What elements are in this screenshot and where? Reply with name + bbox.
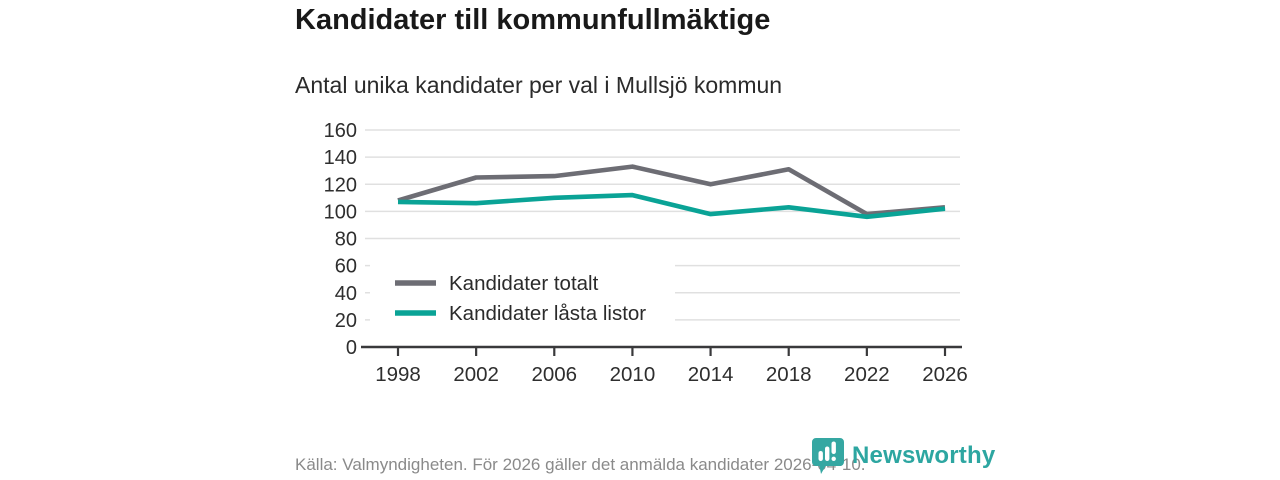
series-line-1 — [397, 192, 946, 220]
y-tick-label: 140 — [324, 147, 357, 169]
legend-label-0: Kandidater totalt — [449, 272, 599, 295]
x-tick-label: 1998 — [375, 363, 421, 386]
x-tick-label: 2010 — [610, 363, 656, 386]
newsworthy-logo: Newsworthy — [810, 437, 995, 475]
x-tick-label: 2026 — [922, 363, 968, 386]
y-tick-label: 0 — [346, 337, 357, 359]
y-tick-label: 60 — [335, 256, 357, 278]
legend-background — [370, 253, 675, 337]
y-tick-label: 80 — [335, 229, 357, 251]
newsworthy-wordmark: Newsworthy — [852, 442, 996, 469]
newsworthy-speech-bubble-chart-icon — [810, 437, 846, 475]
x-tick-label: 2022 — [844, 363, 890, 386]
chart-subtitle: Antal unika kandidater per val i Mullsjö… — [295, 72, 783, 98]
x-tick-label: 2014 — [688, 363, 734, 386]
y-tick-label: 100 — [324, 201, 357, 223]
y-tick-label: 160 — [324, 120, 357, 142]
y-tick-label: 120 — [324, 174, 357, 196]
series-line-0 — [397, 164, 946, 217]
source-note: Källa: Valmyndigheten. För 2026 gäller d… — [295, 455, 866, 474]
legend-label-1: Kandidater låsta listor — [449, 302, 646, 325]
line-chart: 0 20 40 60 80 100 120 140 160 Kandidater totalt Ka… — [295, 113, 985, 390]
x-tick-label: 2002 — [453, 363, 499, 386]
y-tick-label: 20 — [335, 310, 357, 332]
line-chart-canvas: 0 20 40 60 80 100 120 140 160 Kandidater totalt Ka… — [324, 120, 968, 386]
y-tick-label: 40 — [335, 283, 357, 305]
x-tick-label: 2006 — [531, 363, 577, 386]
chart-title: Kandidater till kommunfullmäktige — [295, 4, 771, 36]
x-tick-label: 2018 — [766, 363, 812, 386]
